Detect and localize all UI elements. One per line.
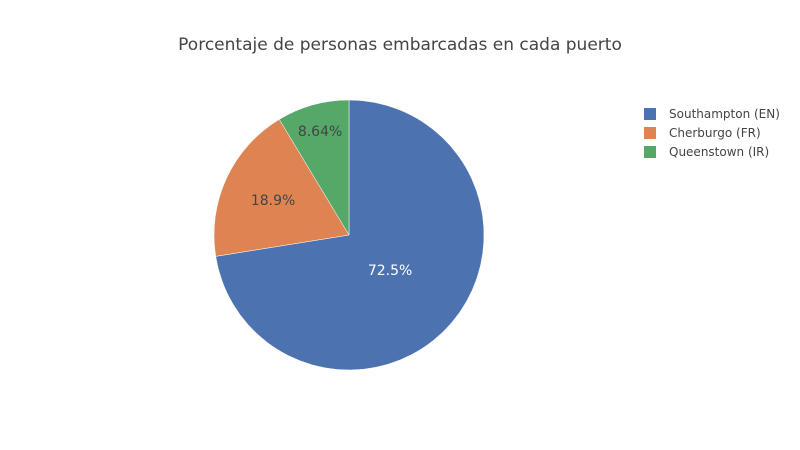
legend-item-cherburgo-fr[interactable]: Cherburgo (FR) xyxy=(644,126,761,140)
legend-label-southampton-en: Southampton (EN) xyxy=(669,107,780,121)
slice-labels: 72.5% 18.9% 8.64% xyxy=(251,124,412,279)
slice-label-cherburgo-fr: 18.9% xyxy=(251,193,295,209)
legend-label-cherburgo-fr: Cherburgo (FR) xyxy=(669,126,761,140)
legend-swatch-southampton-en xyxy=(644,108,656,120)
pie-slice-cherburgo-fr[interactable] xyxy=(213,119,350,257)
slice-label-southampton-en: 72.5% xyxy=(368,263,412,279)
legend-swatch-queenstown-ir xyxy=(644,146,656,158)
legend-item-southampton-en[interactable]: Southampton (EN) xyxy=(644,107,780,121)
slice-label-queenstown-ir: 8.64% xyxy=(298,124,342,140)
legend-swatch-cherburgo-fr xyxy=(644,127,656,139)
pie-slice-queenstown-ir[interactable] xyxy=(278,99,350,236)
legend-item-queenstown-ir[interactable]: Queenstown (IR) xyxy=(644,145,769,159)
legend-label-queenstown-ir: Queenstown (IR) xyxy=(669,145,769,159)
legend: Southampton (EN) Cherburgo (FR) Queenstown… xyxy=(644,107,780,159)
pie-slice-southampton-en[interactable] xyxy=(215,99,485,371)
pie-slices xyxy=(213,99,485,371)
chart-title: Porcentaje de personas embarcadas en cad… xyxy=(178,35,622,55)
